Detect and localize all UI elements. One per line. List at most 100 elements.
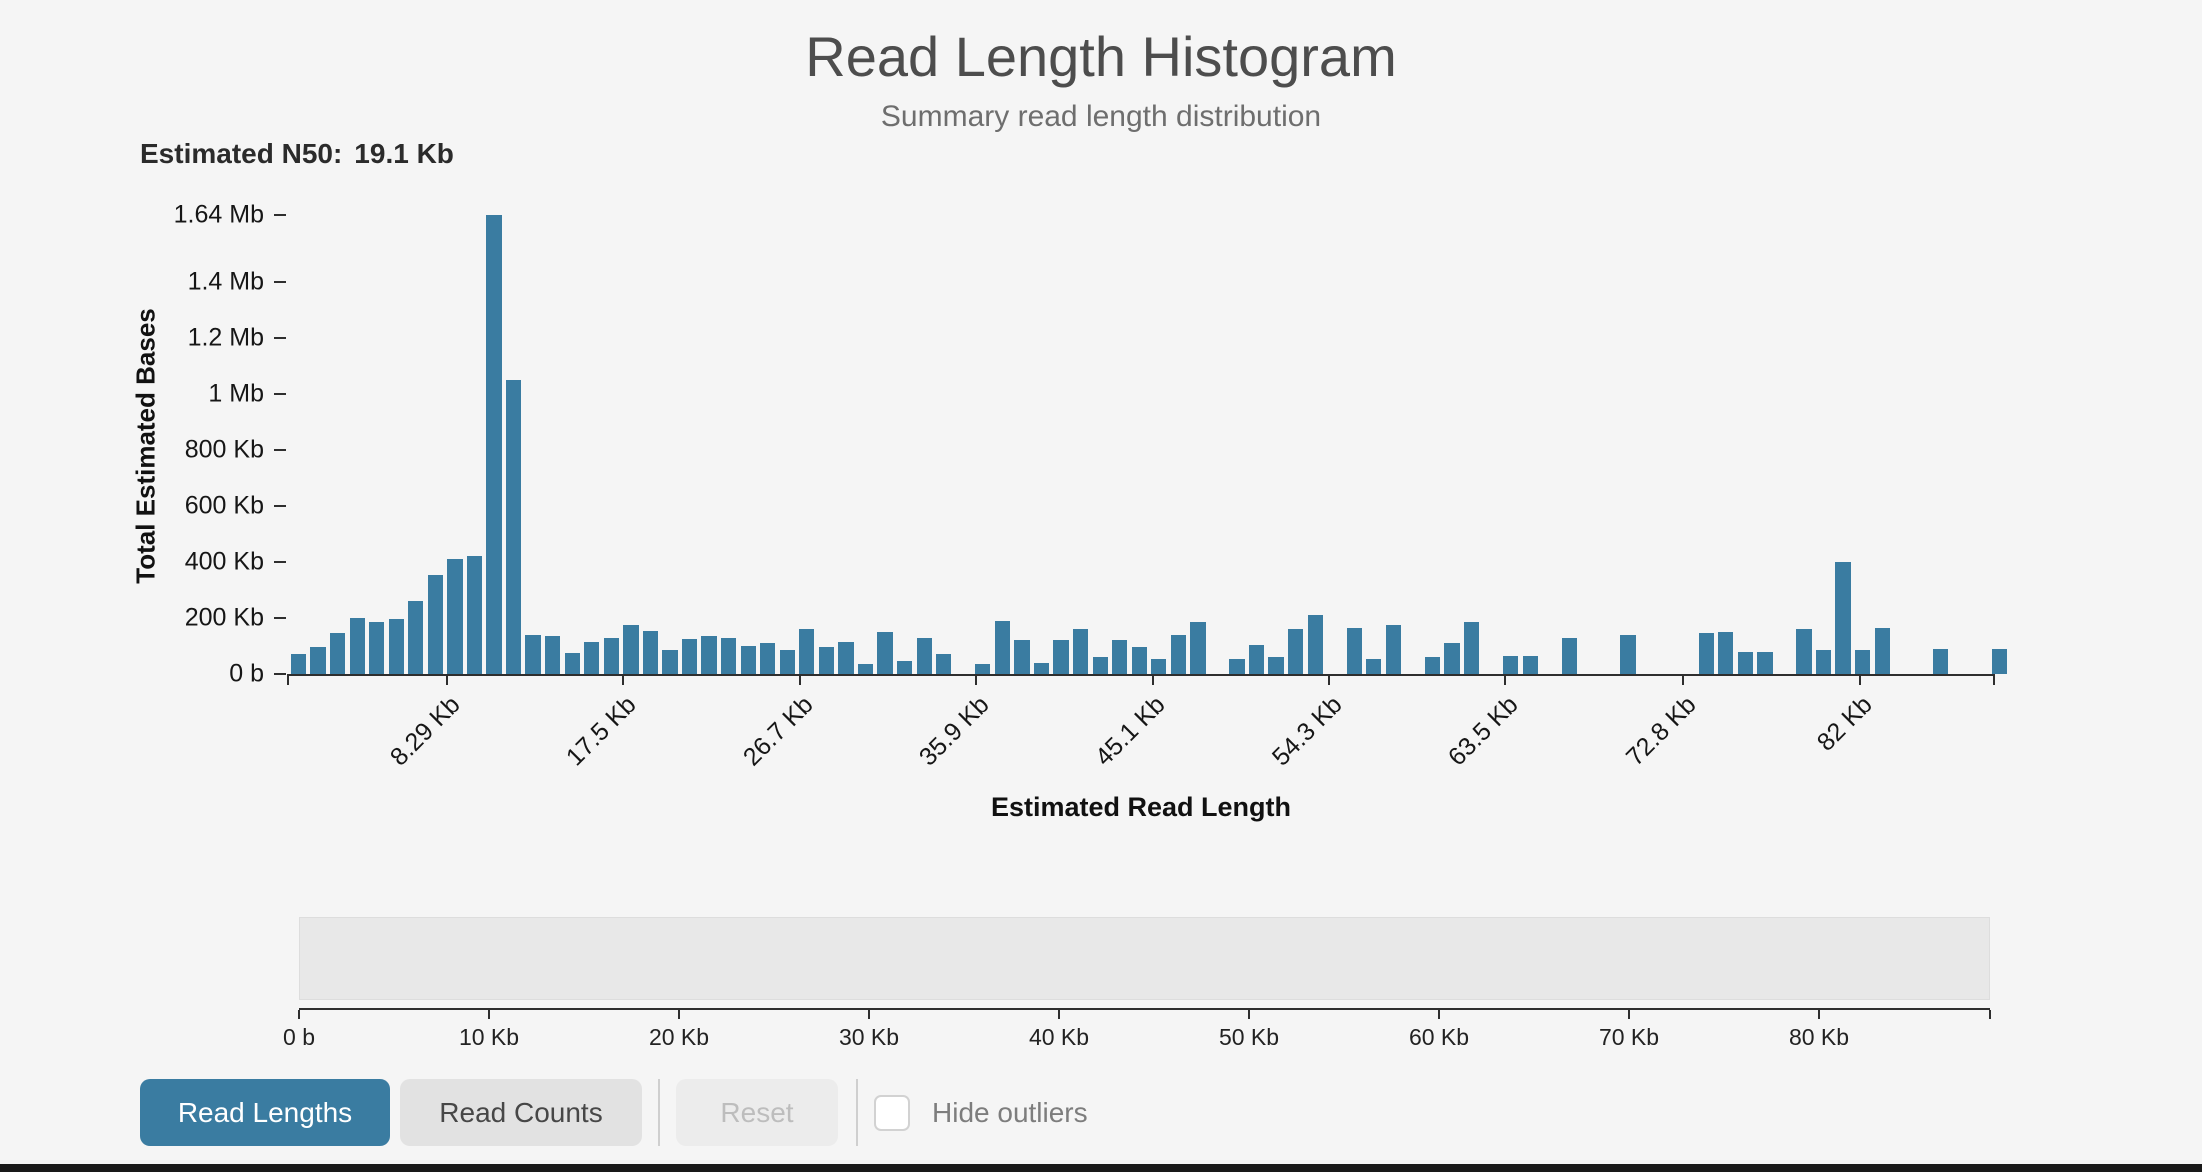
histogram-bar[interactable] [545,636,561,674]
histogram-bar[interactable] [505,380,522,674]
histogram-bar[interactable] [1796,629,1812,674]
histogram-bar[interactable] [1815,650,1832,674]
histogram-bar[interactable] [1991,648,2008,674]
axis-end-tick [1989,1010,1991,1019]
histogram-bar[interactable] [1268,657,1284,674]
histogram-bar[interactable] [1346,627,1362,674]
histogram-bar[interactable] [1933,648,1949,674]
histogram-bar[interactable] [1248,644,1265,674]
histogram-bar[interactable] [1698,633,1714,674]
read-lengths-button[interactable]: Read Lengths [140,1079,390,1146]
histogram-bar[interactable] [603,637,619,674]
histogram-bar[interactable] [916,637,932,674]
histogram-bar[interactable] [1522,655,1538,674]
histogram-bar[interactable] [369,622,385,674]
histogram-bar[interactable] [1874,627,1890,674]
histogram-bar[interactable] [349,618,365,674]
histogram-bar[interactable] [1366,658,1382,674]
histogram-bar[interactable] [1620,634,1636,674]
histogram-bar[interactable] [857,664,874,674]
histogram-bar[interactable] [447,559,463,674]
histogram-bar[interactable] [1014,640,1030,674]
histogram-bar[interactable] [525,634,541,674]
reset-button[interactable]: Reset [676,1079,838,1146]
x-tick-label: 8.29 Kb [384,690,466,772]
histogram-plot-area: 0 b 200 Kb 400 Kb 600 Kb 800 Kb 1 Mb 1.2 Mb 1.4… [174,202,2008,771]
estimated-n50-value: 19.1 Kb [354,138,454,169]
histogram-bar[interactable] [818,647,835,674]
nav-tick-label: 0 b [283,1024,315,1050]
y-tick-mark [274,673,286,675]
histogram-bar[interactable] [408,601,424,674]
page-subtitle: Summary read length distribution [880,100,1322,133]
histogram-bar[interactable] [1757,651,1773,674]
x-tick-label: 72.8 Kb [1621,690,1702,772]
histogram-bar[interactable] [1190,622,1206,674]
histogram-bar[interactable] [1855,650,1871,674]
histogram-bar[interactable] [975,664,991,674]
histogram-bar[interactable] [427,574,443,674]
y-tick-mark [274,393,286,396]
histogram-bar[interactable] [740,646,756,674]
histogram-bar[interactable] [1385,625,1402,674]
read-counts-button[interactable]: Read Counts [400,1079,642,1146]
nav-tick-label: 70 Kb [1598,1024,1660,1050]
navigator-brush-area[interactable] [299,917,1990,1000]
y-tick-mark [274,214,286,216]
histogram-bar[interactable] [662,650,678,674]
histogram-bar[interactable] [877,632,893,674]
histogram-bar[interactable] [564,653,580,674]
x-tick-label: 54.3 Kb [1266,690,1348,772]
histogram-bar[interactable] [896,661,913,674]
histogram-bar[interactable] [701,636,717,674]
histogram-bar[interactable] [1170,634,1186,674]
histogram-bar[interactable] [779,650,795,674]
estimated-n50-label: Estimated N50: [140,138,343,169]
histogram-bar[interactable] [310,647,326,674]
hide-outliers-label: Hide outliers [932,1097,1088,1128]
histogram-bar[interactable] [1307,615,1323,674]
histogram-bar[interactable] [838,641,854,674]
histogram-bar[interactable] [1131,647,1147,674]
estimated-n50: Estimated N50: 19.1 Kb [140,138,454,170]
histogram-bar[interactable] [936,654,952,674]
histogram-bar[interactable] [1444,643,1460,674]
histogram-bar[interactable] [1718,632,1734,674]
histogram-bar[interactable] [1151,658,1167,674]
histogram-bar[interactable] [1092,657,1108,674]
histogram-bar[interactable] [1053,640,1069,674]
histogram-bar[interactable] [1737,651,1753,674]
histogram-bar[interactable] [642,630,659,674]
histogram-bar[interactable] [290,654,307,674]
histogram-bar[interactable] [466,556,483,674]
histogram-bar[interactable] [1112,640,1128,674]
histogram-bar[interactable] [721,637,737,674]
histogram-bar[interactable] [994,620,1010,674]
navigator-axis: 0 b 10 Kb 20 Kb 30 Kb 40 Kb 50 Kb 60 Kb 70 Kb 80… [283,1008,1991,1050]
histogram-bar[interactable] [760,643,776,674]
histogram-bar[interactable] [1561,637,1577,674]
histogram-bar[interactable] [1835,562,1851,674]
histogram-bar[interactable] [388,619,404,674]
histogram-bar[interactable] [329,633,346,674]
histogram-bar[interactable] [486,215,502,674]
y-tick-label: 1 Mb [208,379,264,408]
histogram-bar[interactable] [1503,655,1519,674]
histogram-bar[interactable] [1072,629,1089,674]
x-tick-mark [445,674,448,685]
nav-tick-label: 10 Kb [458,1024,520,1050]
histogram-bar[interactable] [1463,622,1480,674]
histogram-bar[interactable] [1288,629,1304,674]
histogram-bar[interactable] [584,641,600,674]
histogram-bar[interactable] [1424,657,1441,674]
histogram-bar[interactable] [623,625,639,674]
histogram-bar[interactable] [681,639,698,674]
y-tick-label: 1.64 Mb [173,200,264,229]
histogram-bar[interactable] [799,629,815,674]
histogram-bar[interactable] [1033,662,1050,674]
x-tick-label: 26.7 Kb [737,690,819,772]
histogram-bar[interactable] [1229,658,1245,674]
axis-end-tick [1993,674,1995,685]
hide-outliers-checkbox[interactable] [874,1095,910,1131]
